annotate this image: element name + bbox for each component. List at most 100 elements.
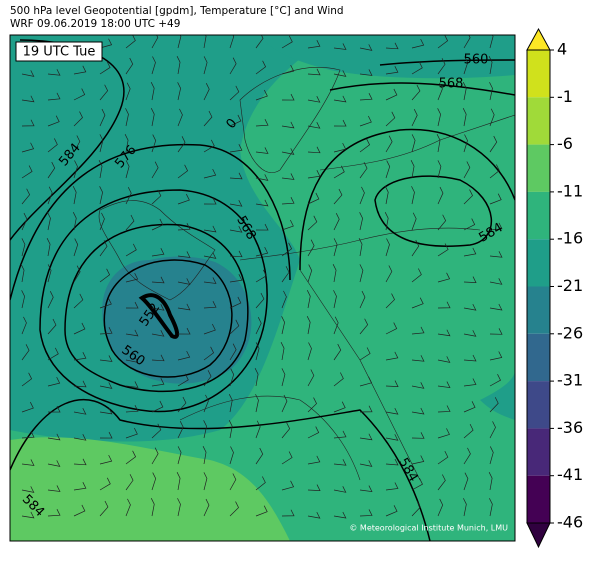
barb xyxy=(73,458,87,466)
barb xyxy=(359,186,365,205)
barb xyxy=(229,114,242,127)
barb xyxy=(177,164,189,179)
barb xyxy=(489,351,503,361)
barb xyxy=(255,342,260,361)
barb xyxy=(489,446,494,465)
barb xyxy=(99,108,106,127)
barb xyxy=(385,407,399,415)
barb xyxy=(21,401,34,413)
colorbar-band xyxy=(527,97,550,145)
barb xyxy=(124,134,129,153)
barb xyxy=(281,35,293,49)
barb xyxy=(358,238,363,257)
barb xyxy=(99,407,113,415)
barb xyxy=(489,303,503,311)
barb xyxy=(333,511,347,519)
barb xyxy=(281,509,295,517)
barb xyxy=(99,268,111,283)
barb xyxy=(333,119,347,127)
copyright: © Meteorological Institute Munich, LMU xyxy=(349,524,508,533)
barb xyxy=(411,478,423,491)
barb xyxy=(177,303,191,311)
colorbar-tick-label: -6 xyxy=(557,134,573,153)
barb xyxy=(47,212,51,231)
barb xyxy=(21,486,35,493)
barb xyxy=(177,327,191,335)
barb xyxy=(489,108,495,127)
barb xyxy=(99,355,113,362)
barb xyxy=(307,96,321,103)
barb xyxy=(333,70,347,77)
barb xyxy=(203,56,208,75)
title: 500 hPa level Geopotential [gpdm], Tempe… xyxy=(10,5,344,17)
barb xyxy=(307,239,315,257)
barb xyxy=(306,316,311,335)
barb xyxy=(359,212,363,231)
barb xyxy=(228,420,233,439)
barb xyxy=(73,265,81,283)
barb xyxy=(333,316,339,335)
barb xyxy=(281,422,291,439)
barb xyxy=(47,92,61,101)
barb xyxy=(437,428,450,439)
barb xyxy=(437,272,451,283)
barb xyxy=(359,162,368,179)
colorbar-tick-label: -36 xyxy=(557,418,583,437)
barb xyxy=(463,378,477,387)
barb xyxy=(255,292,265,309)
barb xyxy=(463,189,473,205)
barb xyxy=(359,347,371,361)
barb xyxy=(73,65,87,75)
barb xyxy=(281,64,295,75)
height-contours xyxy=(10,39,515,541)
barb xyxy=(21,70,35,77)
barb xyxy=(125,301,139,309)
barb xyxy=(203,110,213,127)
barb xyxy=(307,369,315,387)
barb xyxy=(359,318,369,335)
barb xyxy=(437,108,441,127)
barb xyxy=(281,173,295,180)
barb xyxy=(125,214,135,231)
contour-label: 568 xyxy=(439,77,464,92)
barb xyxy=(177,278,191,285)
barb xyxy=(437,58,446,75)
wind-barbs xyxy=(20,35,503,519)
colorbar-tick-label: -11 xyxy=(557,181,583,200)
barb xyxy=(98,160,103,179)
barb xyxy=(73,135,81,153)
barb xyxy=(280,342,285,361)
barb xyxy=(463,161,471,179)
barb xyxy=(411,84,421,101)
barb xyxy=(47,138,58,153)
barb xyxy=(307,215,318,231)
barb xyxy=(47,264,52,283)
barb xyxy=(411,186,415,205)
colorbar-band xyxy=(527,239,550,287)
barb xyxy=(359,264,364,283)
barb xyxy=(151,248,165,257)
barb xyxy=(21,165,33,179)
barb xyxy=(203,301,217,309)
barb xyxy=(151,35,159,49)
barb xyxy=(307,511,321,519)
barb xyxy=(176,472,181,491)
barb xyxy=(333,43,347,50)
barb xyxy=(255,505,268,517)
barb xyxy=(333,290,337,309)
barb xyxy=(21,431,35,439)
barb xyxy=(47,347,59,361)
barb xyxy=(203,168,217,179)
barb xyxy=(332,264,337,283)
barb xyxy=(489,421,496,439)
barb xyxy=(333,165,345,179)
barb xyxy=(385,322,398,335)
barb xyxy=(203,323,216,335)
barb xyxy=(307,484,321,491)
barb xyxy=(177,35,182,49)
barb xyxy=(229,144,243,153)
colorbar-tick-label: -46 xyxy=(557,513,583,532)
barb xyxy=(333,142,347,153)
barb xyxy=(177,350,191,361)
barb xyxy=(437,498,444,517)
